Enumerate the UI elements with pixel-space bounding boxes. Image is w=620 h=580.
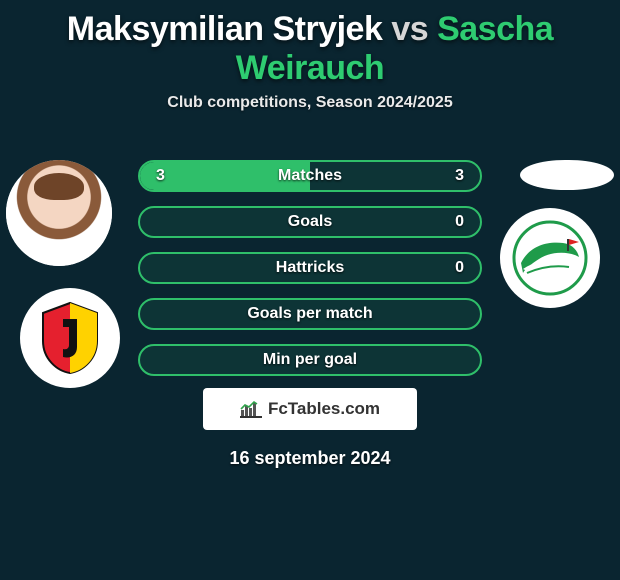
player1-avatar [6, 160, 112, 266]
stat-right-value: 0 [455, 259, 464, 277]
stat-bar: 3 Matches 3 [138, 160, 482, 192]
comparison-stage: 3 Matches 3 Goals 0 Hattricks 0 Goals per match… [0, 130, 620, 380]
lechia-badge-icon [511, 219, 589, 297]
stat-label: Matches [278, 167, 342, 185]
player1-face-placeholder [6, 160, 112, 266]
player2-club-badge [500, 208, 600, 308]
stat-bar: Min per goal [138, 344, 482, 376]
jagiellonia-badge-icon [39, 301, 101, 375]
stat-label: Goals [288, 213, 332, 231]
stat-right-value: 3 [455, 167, 464, 185]
stat-label: Min per goal [263, 351, 357, 369]
stat-left-value: 3 [156, 167, 165, 185]
player1-club-badge [20, 288, 120, 388]
stat-right-value: 0 [455, 213, 464, 231]
vs-label: vs [391, 10, 428, 48]
stat-bars: 3 Matches 3 Goals 0 Hattricks 0 Goals per match… [138, 160, 482, 390]
comparison-date: 16 september 2024 [0, 448, 620, 469]
stat-bar: Goals per match [138, 298, 482, 330]
stat-bar: Hattricks 0 [138, 252, 482, 284]
stat-label: Hattricks [276, 259, 344, 277]
stat-label: Goals per match [247, 305, 372, 323]
branding-badge: FcTables.com [203, 388, 417, 430]
branding-text: FcTables.com [268, 399, 380, 419]
subtitle: Club competitions, Season 2024/2025 [0, 94, 620, 130]
bar-chart-icon [240, 400, 262, 418]
player2-avatar [520, 160, 614, 190]
player1-name: Maksymilian Stryjek [67, 10, 383, 48]
stat-bar: Goals 0 [138, 206, 482, 238]
comparison-title: Maksymilian Stryjek vs Sascha Weirauch [0, 0, 620, 94]
